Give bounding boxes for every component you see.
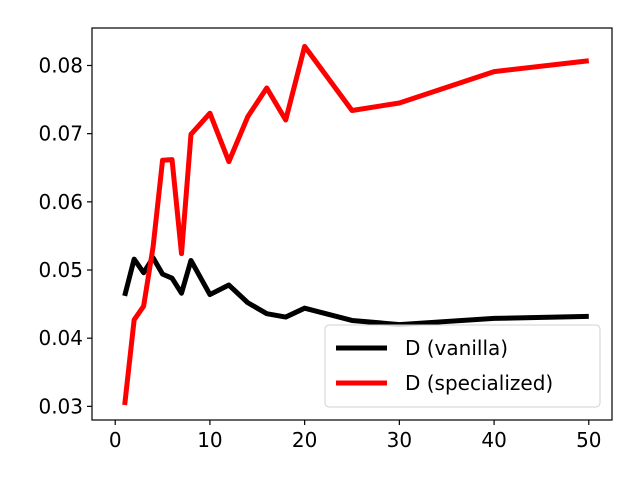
x-tick-label: 0 <box>109 428 122 452</box>
y-axis: 0.03 0.04 0.05 0.06 0.07 0.08 <box>38 53 92 418</box>
x-tick-label: 20 <box>292 428 317 452</box>
series-line-d-vanilla <box>122 255 589 328</box>
x-tick-label: 30 <box>387 428 412 452</box>
x-axis: 0 10 20 30 40 50 <box>109 420 602 452</box>
y-tick-label: 0.03 <box>38 394 83 418</box>
x-tick-label: 50 <box>576 428 601 452</box>
series-d-specialized <box>122 43 590 406</box>
legend-box <box>324 324 601 408</box>
y-tick-label: 0.06 <box>38 190 83 214</box>
plot-area-frame <box>91 27 613 421</box>
legend-label-d-specialized: D (specialized) <box>405 371 553 395</box>
legend-label-d-vanilla: D (vanilla) <box>405 336 508 360</box>
series-layer <box>122 43 590 406</box>
y-tick-label: 0.07 <box>38 122 83 146</box>
series-d-vanilla <box>122 255 589 328</box>
x-tick-label: 10 <box>197 428 222 452</box>
y-tick-label: 0.04 <box>38 326 83 350</box>
x-tick-label: 40 <box>481 428 506 452</box>
legend: D (vanilla) D (specialized) <box>324 324 601 408</box>
series-line-d-specialized <box>122 43 590 406</box>
y-tick-label: 0.05 <box>38 258 83 282</box>
y-tick-label: 0.08 <box>38 53 83 77</box>
